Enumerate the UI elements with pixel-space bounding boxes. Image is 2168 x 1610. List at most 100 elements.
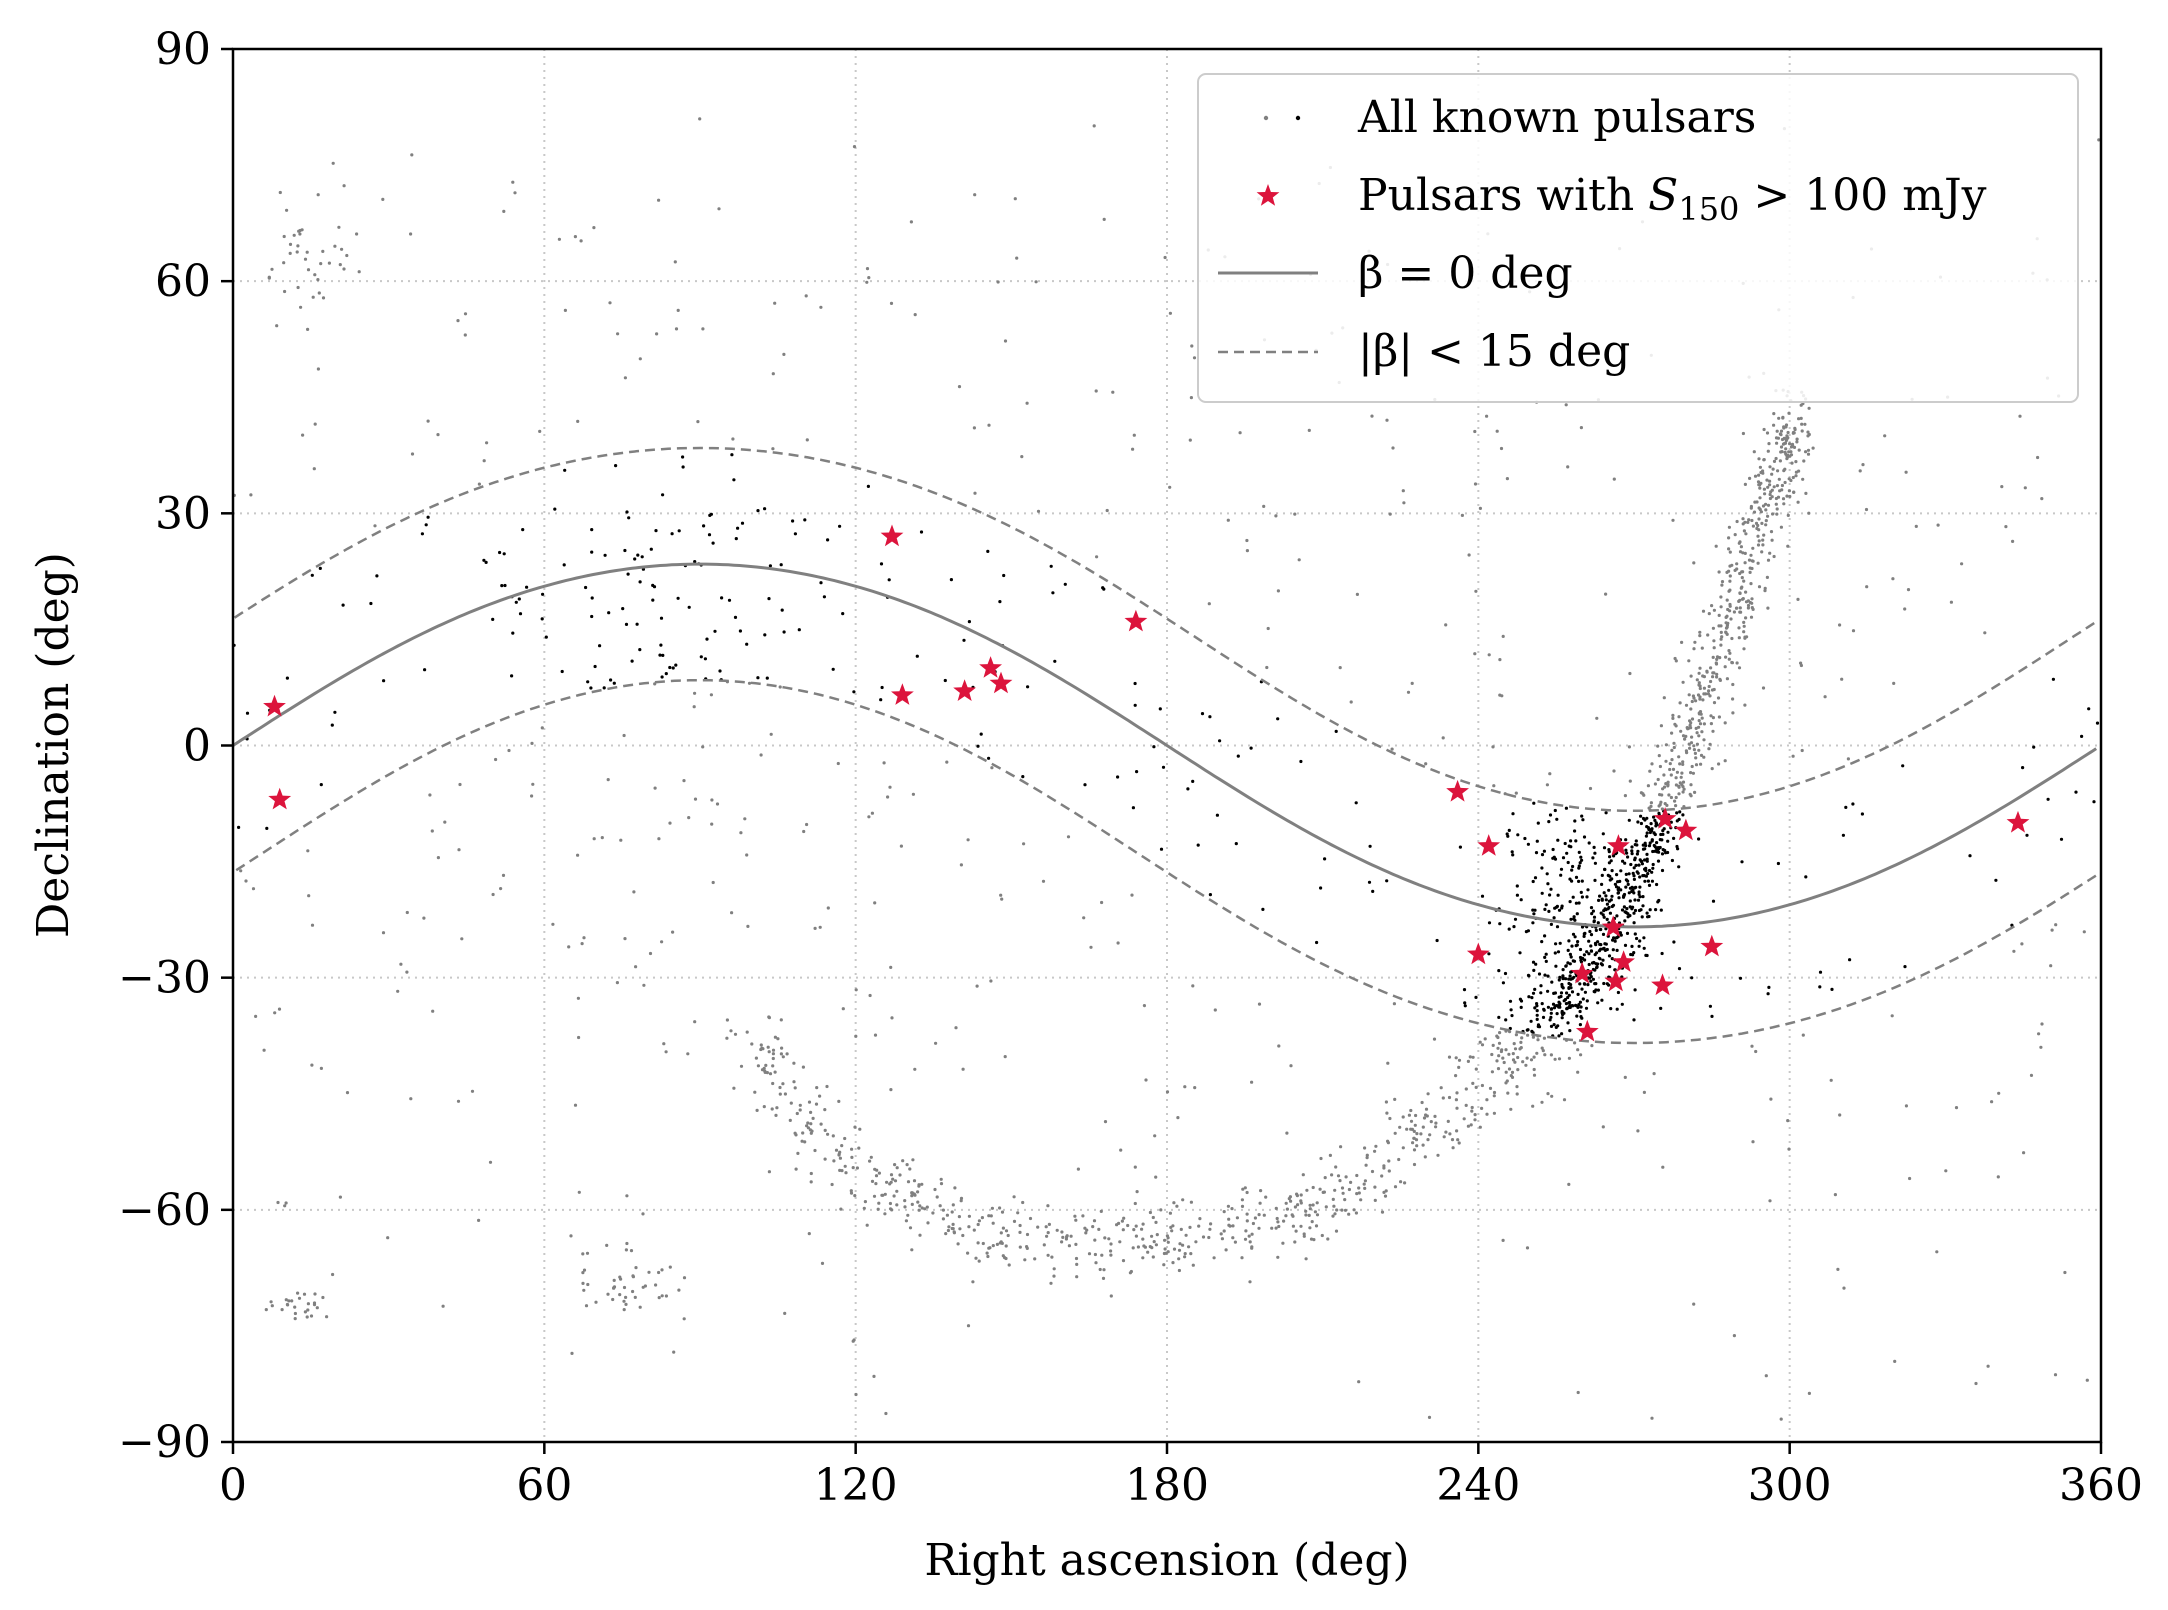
pulsar-point <box>296 285 300 290</box>
pulsar-point <box>660 1294 664 1298</box>
pulsar-point <box>681 465 685 469</box>
pulsar-point <box>1580 925 1585 929</box>
pulsar-point <box>525 585 529 589</box>
pulsar-point <box>1343 1198 1347 1202</box>
pulsar-point <box>1621 859 1625 863</box>
pulsar-point <box>319 1066 323 1070</box>
pulsar-point <box>1692 647 1696 651</box>
pulsar-point <box>1767 442 1771 446</box>
pulsar-point <box>1741 431 1745 436</box>
pulsar-point <box>1391 446 1395 450</box>
pulsar-point <box>1615 936 1619 940</box>
bright-pulsar-star <box>1466 942 1490 965</box>
pulsar-point <box>1678 762 1682 766</box>
pulsar-point <box>456 319 460 323</box>
pulsar-point <box>791 519 795 523</box>
pulsar-point <box>1743 482 1747 486</box>
pulsar-point <box>682 779 686 783</box>
pulsar-point <box>1682 787 1686 791</box>
pulsar-point <box>1689 783 1693 787</box>
pulsar-point <box>1712 701 1717 705</box>
pulsar-point <box>1466 1059 1470 1063</box>
pulsar-point <box>1731 711 1735 715</box>
pulsar-point <box>1806 452 1811 456</box>
pulsar-point <box>1558 941 1562 945</box>
pulsar-point <box>1727 589 1731 593</box>
pulsar-point <box>1385 1111 1389 1115</box>
pulsar-point <box>316 367 320 371</box>
pulsar-point <box>1747 518 1751 522</box>
pulsar-point <box>1728 579 1732 583</box>
pulsar-point <box>1092 124 1096 128</box>
pulsar-point <box>614 464 618 468</box>
pulsar-point <box>823 1128 827 1132</box>
pulsar-point <box>837 1099 841 1103</box>
pulsar-point <box>771 1064 775 1068</box>
pulsar-point <box>288 251 292 255</box>
pulsar-point <box>1491 1043 1495 1047</box>
pulsar-point <box>1148 1210 1152 1215</box>
pulsar-point <box>1667 793 1671 797</box>
pulsar-point <box>1248 1240 1252 1244</box>
legend-item-bright-pulsars: Pulsars with S150 > 100 mJy <box>1256 170 1987 228</box>
pulsar-point <box>990 766 994 770</box>
pulsar-point <box>877 1201 881 1205</box>
pulsar-point <box>1660 793 1664 797</box>
pulsar-point <box>1730 636 1734 641</box>
pulsar-point <box>1754 1049 1758 1054</box>
pulsar-point <box>498 550 502 555</box>
pulsar-point <box>1549 922 1553 927</box>
pulsar-point <box>1997 1091 2001 1095</box>
pulsar-point <box>1095 555 1099 559</box>
legend-label-all-pulsars: All known pulsars <box>1357 92 1756 143</box>
pulsar-point <box>1778 489 1782 493</box>
y-axis-label: Declination (deg) <box>28 552 79 938</box>
pulsar-point <box>1780 437 1785 442</box>
pulsar-point <box>1087 1252 1092 1256</box>
pulsar-point <box>1593 851 1597 855</box>
pulsar-point <box>2087 707 2091 711</box>
pulsar-point <box>1257 1002 1262 1006</box>
pulsar-point <box>1666 784 1670 788</box>
x-tick-label: 60 <box>516 1460 572 1511</box>
pulsar-point <box>1531 921 1535 925</box>
pulsar-point <box>1637 944 1641 948</box>
pulsar-point <box>1515 893 1519 897</box>
pulsar-point <box>1567 977 1571 981</box>
pulsar-point <box>1608 911 1612 915</box>
pulsar-point <box>1707 689 1711 693</box>
pulsar-point <box>1536 1023 1541 1027</box>
pulsar-point <box>1549 887 1553 891</box>
pulsar-point <box>1593 878 1597 883</box>
pulsar-point <box>879 698 883 702</box>
pulsar-point <box>975 984 979 988</box>
pulsar-point <box>941 1208 946 1212</box>
pulsar-point <box>1568 962 1572 966</box>
pulsar-point <box>1712 639 1716 643</box>
pulsar-point <box>584 585 588 590</box>
pulsar-point <box>991 1221 995 1225</box>
pulsar-point <box>1154 1175 1158 1179</box>
pulsar-point <box>1028 1216 1033 1221</box>
pulsar-point <box>1625 931 1630 936</box>
pulsar-point <box>1559 994 1563 999</box>
pulsar-point <box>638 1305 642 1309</box>
pulsar-point <box>1559 873 1563 877</box>
pulsar-point <box>623 376 628 380</box>
pulsar-point <box>1025 1245 1029 1249</box>
pulsar-point <box>540 617 544 621</box>
pulsar-point <box>634 965 638 969</box>
pulsar-point <box>1215 813 1219 817</box>
pulsar-point <box>357 270 361 274</box>
pulsar-point <box>1501 1238 1505 1242</box>
pulsar-point <box>888 1201 893 1206</box>
pulsar-point <box>1073 1214 1077 1218</box>
pulsar-point <box>1758 496 1762 500</box>
pulsar-point <box>825 1084 829 1089</box>
pulsar-point <box>1245 1212 1249 1216</box>
pulsar-point <box>807 1232 811 1236</box>
pulsar-point <box>1535 1051 1539 1055</box>
pulsar-point <box>1497 1054 1501 1058</box>
pulsar-point <box>1483 1037 1487 1041</box>
pulsar-point <box>1599 927 1603 932</box>
